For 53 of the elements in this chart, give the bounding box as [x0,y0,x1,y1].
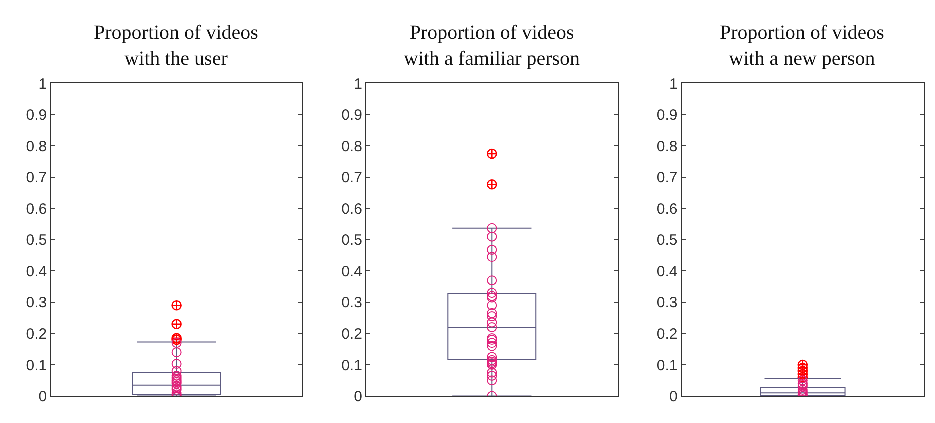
chart-title: Proportion of videos with a new person [720,22,885,70]
y-tick-label: 0 [38,388,48,406]
y-tick-label: 0.3 [342,294,362,312]
point [487,288,498,298]
y-tick-label: 0.9 [26,107,48,124]
point [487,376,498,386]
y-tick-label: 1 [669,76,678,93]
y-tick-label: 0.6 [342,200,362,218]
y-tick-label: 0.4 [656,263,678,280]
y-tick-label: 0.5 [26,232,48,250]
point [487,368,498,378]
y-tick-label: 0.2 [342,326,362,343]
point [487,341,498,352]
point [487,308,498,318]
chart-title: Proportion of videos with a familiar person [404,22,580,70]
point [487,318,498,328]
y-tick-label: 1 [354,76,362,93]
y-tick-label: 0.7 [342,170,362,187]
point [487,312,498,322]
y-tick-label: 0.3 [656,294,678,312]
y-tick-label: 1 [38,76,48,93]
point [487,232,498,242]
y-tick-label: 0.1 [26,357,48,374]
y-tick-label: 0.9 [342,107,362,124]
y-tick-label: 0.3 [26,294,48,312]
y-tick-label: 0.9 [656,107,678,124]
y-tick-label: 0.8 [656,138,678,156]
y-tick-label: 0.7 [656,170,678,187]
point [487,322,498,332]
y-tick-label: 0.4 [342,263,362,280]
y-tick-label: 0.6 [26,200,48,218]
y-tick-label: 0 [669,388,678,406]
y-tick-label: 0.7 [26,170,48,187]
y-tick-label: 0.2 [26,326,48,343]
y-tick-label: 0.1 [342,357,362,374]
y-tick-label: 0.1 [656,357,678,374]
point [487,338,498,348]
y-tick-label: 0.2 [656,326,678,343]
point [487,244,498,255]
y-tick-label: 0.6 [656,200,678,218]
point [487,252,498,262]
point [487,300,498,311]
y-tick-label: 0.8 [26,138,48,156]
y-tick-label: 0 [354,388,362,406]
point [487,352,498,362]
y-tick-label: 0.4 [26,263,48,280]
y-tick-label: 0.8 [342,138,362,156]
point [487,370,498,381]
chart-title: Proportion of videos with the user [94,22,259,70]
point [487,276,498,286]
point [487,223,498,234]
y-tick-label: 0.5 [656,232,678,250]
y-tick-label: 0.5 [342,232,362,250]
